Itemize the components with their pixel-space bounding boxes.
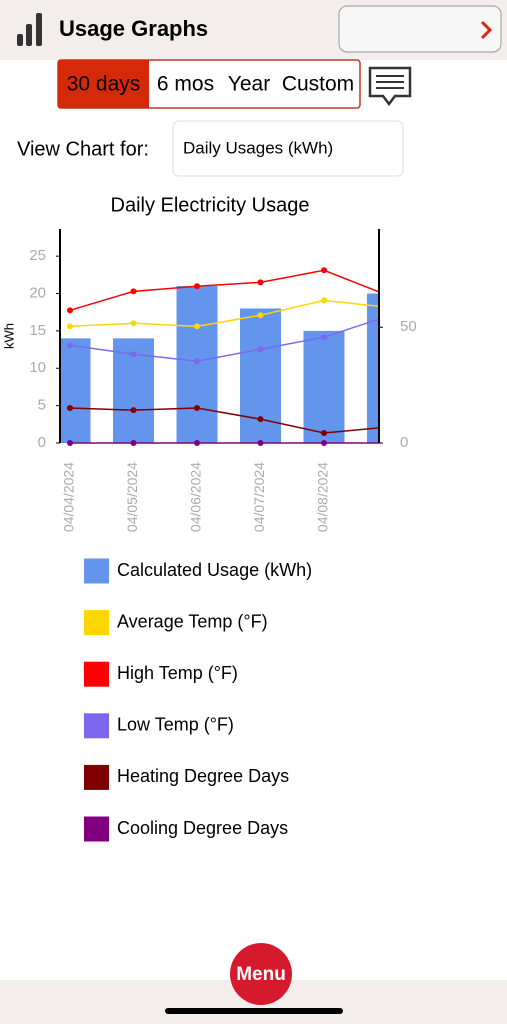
legend-label: Average Temp (°F) (117, 611, 268, 631)
point (67, 405, 73, 412)
point (67, 342, 73, 349)
line (69, 318, 379, 363)
point (257, 279, 264, 286)
tab[interactable]: 30 days (67, 73, 141, 96)
point (130, 288, 137, 295)
point (257, 312, 264, 319)
point (385, 304, 391, 310)
point (321, 440, 327, 446)
y-tick-label: 0 (38, 434, 46, 451)
y-tick-label: 10 (29, 359, 46, 376)
legend-label: Low Temp (°F) (117, 715, 234, 735)
point (67, 440, 73, 446)
point (194, 358, 200, 365)
point (257, 416, 264, 423)
point (321, 430, 327, 437)
menu-label: Menu (236, 964, 286, 985)
point (257, 346, 264, 353)
point (67, 323, 73, 330)
x-tick-label: 04/04/2024 (61, 462, 77, 532)
point (321, 297, 327, 304)
bar (303, 330, 345, 443)
graph-icon (17, 13, 42, 46)
chart-select[interactable] (172, 120, 404, 177)
legend-swatch (84, 764, 109, 790)
point (321, 267, 327, 274)
legend-swatch (84, 558, 109, 584)
point (194, 405, 200, 412)
point (385, 440, 391, 446)
tab[interactable]: Year (228, 73, 270, 96)
line (69, 299, 379, 328)
bar (367, 293, 379, 443)
legend-swatch (84, 661, 109, 687)
view-label: View Chart for: (17, 138, 149, 160)
legend-swatch (84, 816, 109, 842)
tab-active-bg (58, 60, 149, 108)
header-title: Usage Graphs (59, 16, 208, 41)
point (194, 440, 200, 446)
comment-icon[interactable] (368, 66, 412, 107)
point (257, 440, 264, 446)
chart-title: Daily Electricity Usage (111, 194, 310, 216)
header-button[interactable] (338, 5, 502, 53)
legend-swatch (84, 610, 109, 636)
y-tick-label: 5 (38, 397, 46, 414)
point (130, 320, 137, 327)
point (194, 283, 200, 290)
y2-tick-label: 50 (400, 318, 417, 335)
x-tick-label: 04/05/2024 (124, 462, 140, 532)
legend-label: Calculated Usage (kWh) (117, 560, 312, 580)
y-tick-label: 20 (29, 284, 46, 301)
y2-tick-label: 0 (400, 434, 408, 451)
point (194, 323, 200, 330)
point (67, 307, 73, 314)
x-tick-label: 04/07/2024 (251, 462, 267, 532)
plot-area (60, 267, 391, 446)
home-indicator (165, 1008, 343, 1014)
point (130, 351, 137, 358)
point (385, 424, 391, 430)
bar (60, 338, 91, 443)
tab[interactable]: Custom (282, 73, 354, 96)
point (385, 292, 391, 298)
point (130, 407, 137, 414)
legend-label: Heating Degree Days (117, 766, 289, 786)
menu-button[interactable] (230, 943, 292, 1005)
point (130, 440, 137, 446)
y-tick-label: 25 (29, 247, 46, 264)
legend-swatch (84, 713, 109, 739)
y-tick-label: 15 (29, 322, 46, 339)
legend-label: High Temp (°F) (117, 663, 238, 683)
line (69, 407, 379, 434)
point (385, 313, 391, 319)
line (69, 269, 379, 312)
tab[interactable]: 6 mos (157, 73, 214, 96)
y-axis-label: kWh (1, 323, 16, 349)
point (321, 334, 327, 341)
chart-select-value: Daily Usages (kWh) (183, 138, 333, 157)
bar (176, 286, 218, 443)
x-tick-label: 04/06/2024 (188, 462, 204, 532)
x-tick-label: 04/08/2024 (315, 462, 331, 532)
chevron (480, 20, 493, 40)
legend-label: Cooling Degree Days (117, 818, 288, 838)
